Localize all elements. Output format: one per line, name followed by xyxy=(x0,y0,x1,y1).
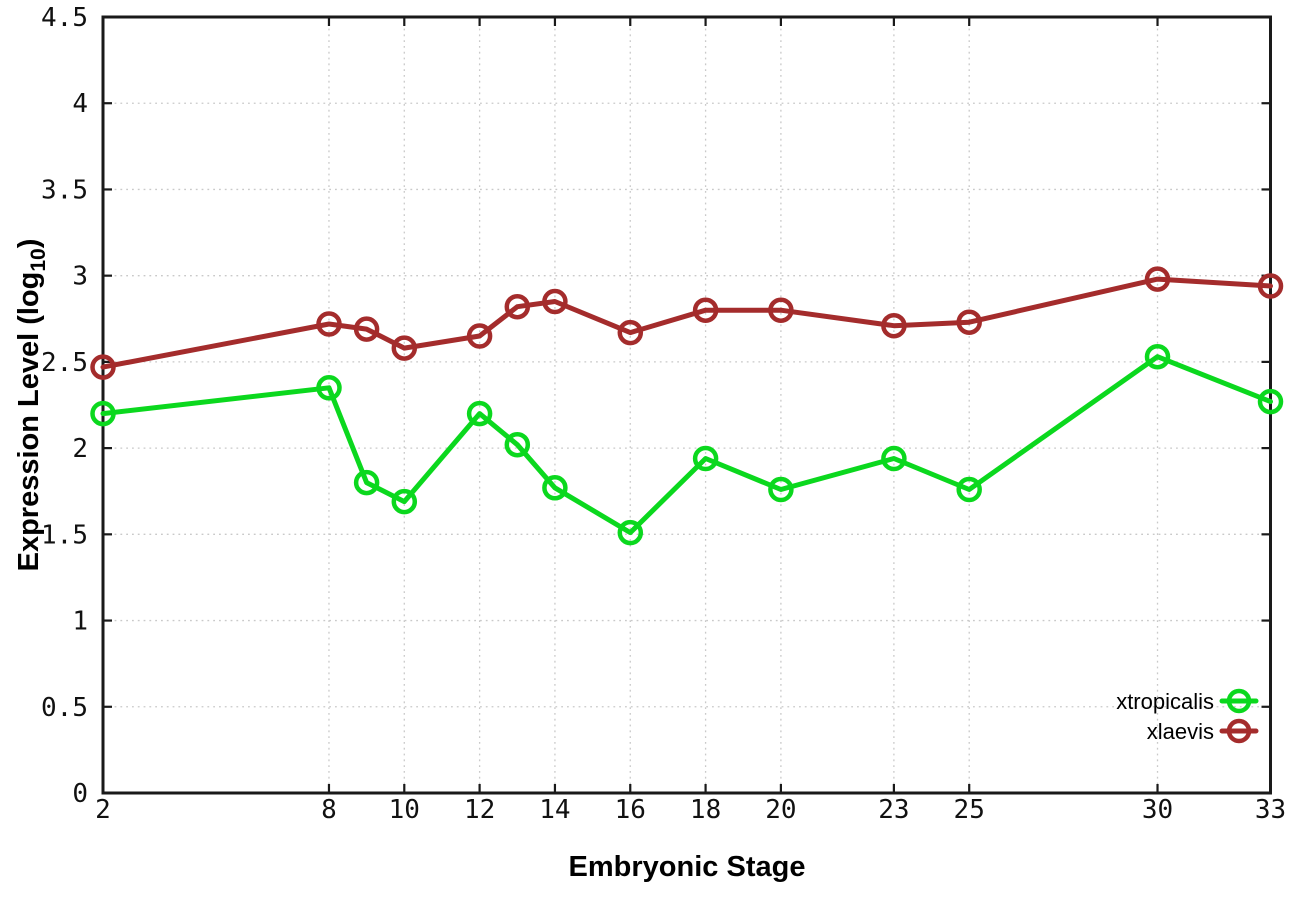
y-tick-label: 4.5 xyxy=(41,3,88,33)
x-tick-label: 12 xyxy=(464,795,495,825)
y-tick-label: 3.5 xyxy=(41,175,88,205)
series-line-xtropicalis xyxy=(100,354,1273,536)
data-point-marker-xlaevis xyxy=(353,316,380,342)
data-point-marker-xlaevis xyxy=(466,323,493,349)
y-axis-title-post: ) xyxy=(13,239,45,249)
y-axis-title-pre: Expression Level (log xyxy=(13,272,45,572)
data-point-marker-xtropicalis xyxy=(1144,343,1171,370)
x-tick-label: 2 xyxy=(95,795,111,825)
x-tick-label: 30 xyxy=(1142,795,1173,825)
data-point-marker-xtropicalis xyxy=(956,476,982,503)
y-tick-label: 0 xyxy=(72,779,88,809)
x-tick-label: 23 xyxy=(878,795,909,825)
legend-label-xlaevis: xlaevis xyxy=(1147,719,1214,744)
data-point-marker-xlaevis xyxy=(956,309,982,335)
data-point-marker-xlaevis xyxy=(391,335,418,361)
axis-ticks xyxy=(101,15,1272,795)
y-tick-label: 2.5 xyxy=(41,348,88,378)
data-point-marker-xlaevis xyxy=(617,319,644,346)
x-tick-label: 14 xyxy=(539,795,570,825)
data-point-marker-xlaevis xyxy=(692,297,719,323)
data-point-marker-xlaevis xyxy=(1144,266,1171,292)
data-point-marker-xtropicalis xyxy=(466,400,493,427)
y-axis-title: Expression Level (log10) xyxy=(13,239,50,572)
data-point-marker-xlaevis xyxy=(90,354,116,380)
y-tick-label: 3 xyxy=(72,262,88,292)
x-tick-label: 20 xyxy=(765,795,796,825)
data-point-marker-xtropicalis xyxy=(542,475,568,501)
data-point-marker-xtropicalis xyxy=(617,519,644,546)
x-tick-label: 16 xyxy=(615,795,646,825)
data-point-marker-xtropicalis xyxy=(1257,388,1284,415)
data-series xyxy=(90,266,1284,546)
legend-item-xtropicalis: xtropicalis xyxy=(1116,688,1259,714)
legend-sample-marker-xlaevis xyxy=(1226,718,1252,744)
data-point-marker-xtropicalis xyxy=(881,445,907,472)
x-tick-label: 33 xyxy=(1255,795,1286,825)
x-tick-label: 18 xyxy=(690,795,721,825)
legend-item-xlaevis: xlaevis xyxy=(1147,718,1259,744)
y-tick-label: 1 xyxy=(72,607,88,637)
data-point-marker-xlaevis xyxy=(1257,273,1284,299)
x-tick-label: 10 xyxy=(389,795,420,825)
plot-border xyxy=(101,15,1272,795)
data-point-marker-xlaevis xyxy=(542,288,568,315)
x-tick-label: 25 xyxy=(954,795,985,825)
legend-sample-marker-xtropicalis xyxy=(1226,688,1252,714)
legend: xtropicalis xlaevis xyxy=(1116,688,1259,744)
data-point-marker-xtropicalis xyxy=(90,400,116,427)
tick-labels: 2 8 10 12 14 16 18 20 23 25 30 33 0 0.5 1 1.5 2 2.5 3 3.5 4 4… xyxy=(41,3,1286,825)
y-tick-label: 0.5 xyxy=(41,693,88,723)
data-point-marker-xlaevis xyxy=(881,312,907,339)
data-point-marker-xtropicalis xyxy=(391,488,418,515)
gridlines xyxy=(103,17,1271,793)
data-point-marker-xtropicalis xyxy=(316,375,342,401)
data-point-marker-xtropicalis xyxy=(504,431,531,458)
x-axis-title: Embryonic Stage xyxy=(569,851,806,883)
plot-border-box xyxy=(101,15,1272,795)
data-point-marker-xlaevis xyxy=(768,297,794,323)
data-point-marker-xlaevis xyxy=(504,293,531,320)
y-tick-label: 1.5 xyxy=(41,520,88,550)
series-line-xlaevis xyxy=(100,276,1273,370)
data-point-marker-xlaevis xyxy=(316,311,342,337)
legend-label-xtropicalis: xtropicalis xyxy=(1116,689,1214,714)
data-point-marker-xtropicalis xyxy=(692,445,719,472)
y-axis-title-subscript: 10 xyxy=(27,248,50,271)
y-tick-label: 4 xyxy=(72,89,88,119)
data-point-marker-xtropicalis xyxy=(353,469,380,496)
data-point-marker-xtropicalis xyxy=(768,476,794,503)
y-tick-label: 2 xyxy=(72,434,88,464)
x-tick-label: 8 xyxy=(321,795,337,825)
